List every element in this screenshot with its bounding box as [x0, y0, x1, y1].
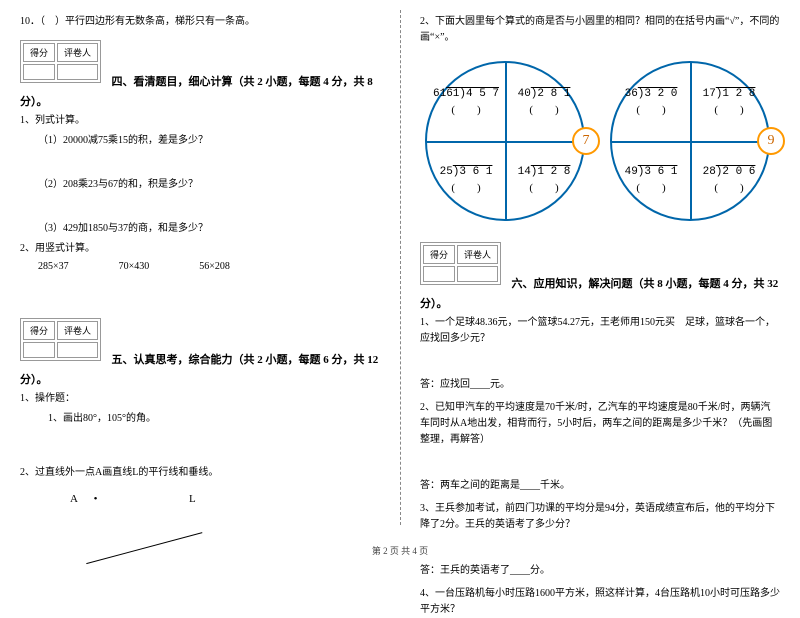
s6-q1: 1、一个足球48.36元，一个篮球54.27元，王老师用150元买 足球，篮球各…	[420, 315, 780, 347]
s6-q4: 4、一台压路机每小时压路1600平方米，照这样计算，4台压路机10小时可压路多少…	[420, 586, 780, 618]
section6-cont: 分）。	[420, 295, 780, 311]
point-dot: •	[94, 493, 100, 505]
right-column: 2、下面大圆里每个算式的商是否与小圆里的相同？相同的在括号内画“√”，不同的画“…	[400, 0, 800, 565]
r-q2-intro: 2、下面大圆里每个算式的商是否与小圆里的相同？相同的在括号内画“√”，不同的画“…	[420, 14, 780, 46]
small-circle-left: 7	[572, 127, 600, 155]
s6-ans3: 答：王兵的英语考了____分。	[420, 561, 780, 576]
quad-l-tr: 40)2 8 1 ( )	[505, 63, 583, 141]
big-circle-right: 36)3 2 0 ( ) 17)1 2 8 ( ) 49)3 6 1 ( ) 2…	[610, 61, 770, 221]
big-circle-left: 6161)4 5 7 ( ) 40)2 8 1 ( ) 25)3 6 1 ( )…	[425, 61, 585, 221]
score-h1: 得分	[23, 43, 55, 62]
section5-title: 五、认真思考，综合能力（共 2 小题，每题 6 分，共 12	[112, 354, 379, 366]
left-column: 10．（ ）平行四边形有无数条高，梯形只有一条高。 得分 评卷人 四、看清题目，…	[0, 0, 400, 565]
point-a-label: A	[70, 493, 79, 505]
op1a: 1、画出80°，105°的角。	[48, 411, 380, 427]
score-h2b: 评卷人	[57, 321, 98, 340]
section6-title: 六、应用知识，解决问题（共 8 小题，每题 4 分，共 32	[512, 278, 779, 290]
section4-title: 四、看清题目，细心计算（共 2 小题，每题 4 分，共 8	[112, 76, 373, 88]
calc-row: 285×37 70×430 56×208	[38, 261, 380, 272]
score-h2c: 评卷人	[457, 245, 498, 264]
s6-q3: 3、王兵参加考试，前四门功课的平均分是94分，英语成绩宣布后，他的平均分下降了2…	[420, 501, 780, 533]
score-box-4: 得分 评卷人	[20, 40, 101, 83]
quad-r-br: 28)2 0 6 ( )	[690, 141, 768, 219]
score-h1c: 得分	[423, 245, 455, 264]
s6-q2: 2、已知甲汽车的平均速度是70千米/时，乙汽车的平均速度是80千米/时，两辆汽车…	[420, 400, 780, 448]
op2: 2、过直线外一点A画直线L的平行线和垂线。	[20, 465, 380, 481]
calc2: 70×430	[119, 261, 150, 272]
quad-l-bl: 25)3 6 1 ( )	[427, 141, 505, 219]
quad-r-tr: 17)1 2 8 ( )	[690, 63, 768, 141]
s6-ans1: 答：应找回____元。	[420, 375, 780, 390]
s4-q2: 2、用竖式计算。	[20, 241, 380, 257]
section5-cont: 分）。	[20, 371, 380, 387]
score-h2: 评卷人	[57, 43, 98, 62]
calc1: 285×37	[38, 261, 69, 272]
small-circle-right: 9	[757, 127, 785, 155]
calc3: 56×208	[199, 261, 230, 272]
score-box-6: 得分 评卷人	[420, 242, 501, 285]
s4-q1b: （2）208乘23与67的和，积是多少？	[38, 177, 380, 193]
quad-l-br: 14)1 2 8 ( )	[505, 141, 583, 219]
s4-q1c: （3）429加1850与37的商，和是多少？	[38, 221, 380, 237]
circles-diagram: 6161)4 5 7 ( ) 40)2 8 1 ( ) 25)3 6 1 ( )…	[420, 56, 780, 226]
score-box-5: 得分 评卷人	[20, 318, 101, 361]
score-h1b: 得分	[23, 321, 55, 340]
quad-r-tl: 36)3 2 0 ( )	[612, 63, 690, 141]
op1: 1、操作题：	[20, 391, 380, 407]
quad-r-bl: 49)3 6 1 ( )	[612, 141, 690, 219]
q10-text: 10．（ ）平行四边形有无数条高，梯形只有一条高。	[20, 14, 380, 30]
page-footer: 第 2 页 共 4 页	[0, 544, 800, 557]
section4-cont: 分）。	[20, 93, 380, 109]
s6-ans2: 答：两车之间的距离是____千米。	[420, 476, 780, 491]
s4-q1: 1、列式计算。	[20, 113, 380, 129]
quad-l-tl: 6161)4 5 7 ( )	[427, 63, 505, 141]
s4-q1a: （1）20000减75乘15的积，差是多少？	[38, 133, 380, 149]
